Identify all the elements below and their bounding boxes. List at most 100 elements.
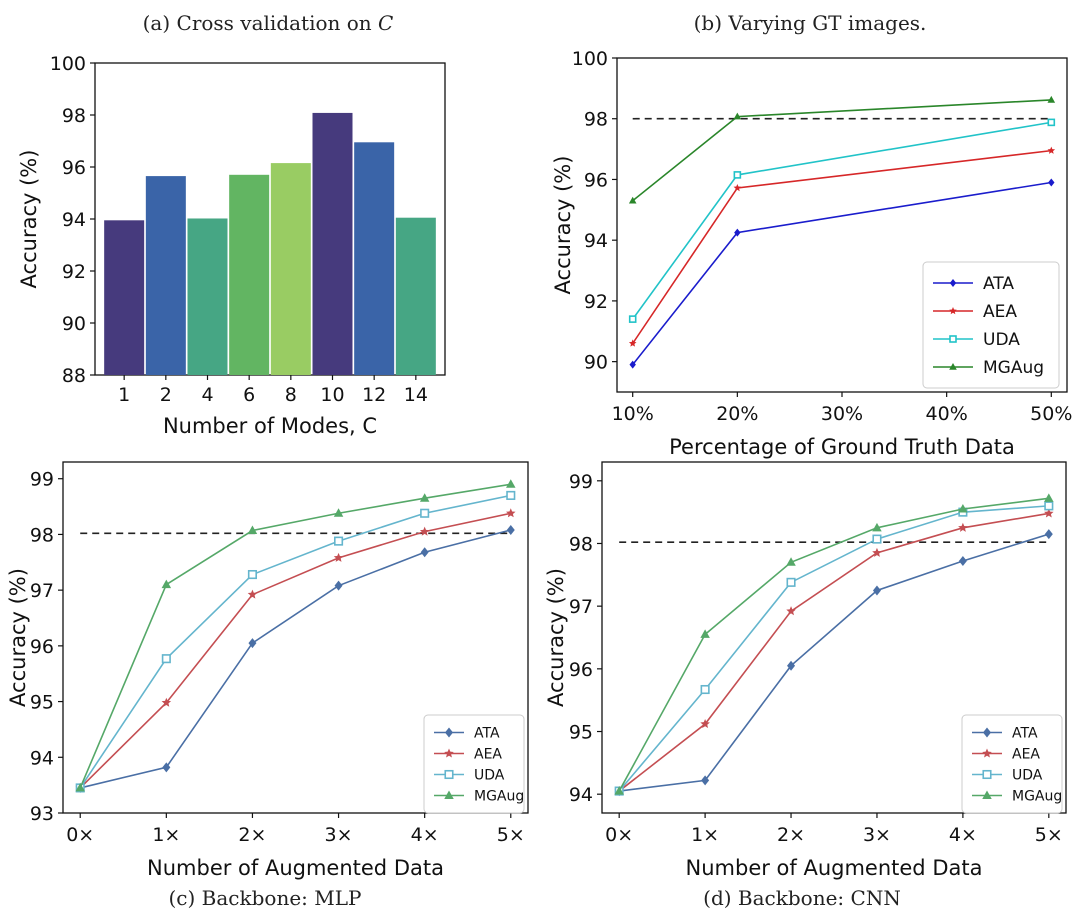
legend-label-mgaug: MGAug xyxy=(983,358,1044,378)
point-c-aea xyxy=(333,552,344,562)
legend-label-ata: ATA xyxy=(983,274,1014,294)
xtick-label-d: 0× xyxy=(605,824,633,846)
series-line-c-uda xyxy=(79,494,511,789)
xtick-label-a: 8 xyxy=(285,384,297,406)
series-line-d-ata xyxy=(619,533,1050,792)
xlabel-c: Number of Augmented Data xyxy=(147,856,444,880)
xtick-label-a: 10 xyxy=(320,384,344,406)
xtick-label-d: 4× xyxy=(949,824,977,846)
xlabel-b: Percentage of Ground Truth Data xyxy=(669,435,1015,459)
series-line-b-mgaug xyxy=(632,99,1052,202)
ylabel-b: Accuracy (%) xyxy=(551,156,575,295)
point-c-uda xyxy=(161,654,171,664)
series-line-c-mgaug xyxy=(79,483,511,789)
series-line-c-aea xyxy=(79,512,511,789)
point-d-ata xyxy=(1044,529,1053,540)
point-c-aea xyxy=(247,589,258,599)
ytick-label-b: 90 xyxy=(584,352,608,374)
ytick-label-a: 96 xyxy=(62,157,86,179)
point-d-ata xyxy=(787,660,796,671)
legend-marker-aea xyxy=(444,748,454,758)
point-d-ata xyxy=(701,775,710,786)
ytick-label-d: 96 xyxy=(569,659,593,681)
ylabel-c: Accuracy (%) xyxy=(6,568,30,707)
ytick-label-b: 98 xyxy=(584,109,608,131)
ytick-label-d: 97 xyxy=(569,596,593,618)
point-b-aea xyxy=(1047,146,1056,154)
xtick-label-a: 6 xyxy=(243,384,255,406)
point-b-aea xyxy=(733,183,742,192)
chart-b-line: 10% 20% 30% 40% 50% 90 92 94 96 98 100 ATA AEA UDA MGA… xyxy=(551,48,1072,459)
xtick-label-a: 1 xyxy=(118,384,130,406)
xtick-label-c: 2× xyxy=(238,824,266,846)
ytick-label-a: 90 xyxy=(62,313,86,335)
legend-label-aea: AEA xyxy=(1012,747,1040,763)
xtick-label-a: 14 xyxy=(404,384,428,406)
legend-marker-aea xyxy=(982,748,992,758)
point-d-aea xyxy=(958,522,968,532)
ytick-label-d: 95 xyxy=(569,722,593,744)
legend-label-uda: UDA xyxy=(474,768,505,784)
point-d-aea xyxy=(786,606,796,616)
xtick-label-d: 2× xyxy=(777,824,805,846)
point-b-ata xyxy=(734,228,741,237)
point-d-uda xyxy=(786,577,796,587)
ytick-label-c: 98 xyxy=(30,524,54,546)
point-b-aea xyxy=(628,339,637,347)
legend-marker-mgaug xyxy=(444,790,454,799)
legend-label-aea: AEA xyxy=(983,302,1017,322)
point-b-ata xyxy=(629,360,636,369)
point-c-mgaug xyxy=(161,579,172,589)
series-line-d-uda xyxy=(618,505,1049,792)
point-d-mgaug xyxy=(872,522,882,532)
legend-marker-ata xyxy=(983,727,991,738)
point-b-uda xyxy=(628,315,637,323)
point-b-ata xyxy=(1048,178,1055,187)
ytick-label-c: 99 xyxy=(30,469,54,491)
point-d-aea xyxy=(872,547,882,557)
legend-box-d xyxy=(961,714,1063,814)
xlabel-d: Number of Augmented Data xyxy=(686,856,983,880)
xtick-label-b: 50% xyxy=(1030,403,1072,425)
ytick-label-c: 96 xyxy=(30,636,54,658)
point-d-mgaug xyxy=(700,629,710,638)
point-d-mgaug xyxy=(786,557,796,566)
point-d-aea xyxy=(1044,508,1054,518)
legend-label-ata: ATA xyxy=(474,726,500,742)
xtick-label-c: 4× xyxy=(411,824,439,846)
bar-a-8 xyxy=(270,163,311,375)
point-b-uda xyxy=(1047,118,1056,127)
xtick-label-c: 1× xyxy=(152,824,180,846)
point-c-aea xyxy=(419,526,430,536)
point-d-uda xyxy=(700,684,710,695)
bar-a-1 xyxy=(104,220,145,375)
point-c-ata xyxy=(248,638,257,649)
bar-a-14 xyxy=(395,217,436,375)
ytick-label-c: 94 xyxy=(30,747,54,769)
legend-marker-ata xyxy=(445,727,453,738)
legend-marker-uda xyxy=(949,335,957,343)
point-d-mgaug xyxy=(1044,493,1054,502)
point-c-mgaug xyxy=(247,525,258,535)
point-c-uda xyxy=(420,508,430,518)
point-d-uda xyxy=(872,534,882,544)
xtick-label-d: 3× xyxy=(863,824,891,846)
ytick-label-a: 94 xyxy=(62,209,86,231)
point-b-uda xyxy=(733,171,742,179)
chart-c-line: 0× 1× 2× 3× 4× 5× 93 94 95 96 97 98 99 ATA AEA UDA MGAug… xyxy=(6,461,529,880)
legend-marker-mgaug xyxy=(982,790,992,799)
legend-marker-uda xyxy=(444,769,454,780)
caption-c: (c) Backbone: MLP xyxy=(169,886,362,910)
legend-label-mgaug: MGAug xyxy=(1012,789,1062,805)
xtick-label-a: 12 xyxy=(362,384,386,406)
point-d-mgaug xyxy=(958,504,968,513)
bar-a-10 xyxy=(312,112,353,376)
ytick-label-c: 97 xyxy=(30,580,54,602)
ytick-label-a: 88 xyxy=(62,365,86,387)
legend-marker-ata xyxy=(949,279,957,287)
ylabel-a: Accuracy (%) xyxy=(17,150,41,289)
xtick-label-b: 10% xyxy=(612,403,654,425)
ytick-label-d: 98 xyxy=(569,533,593,555)
